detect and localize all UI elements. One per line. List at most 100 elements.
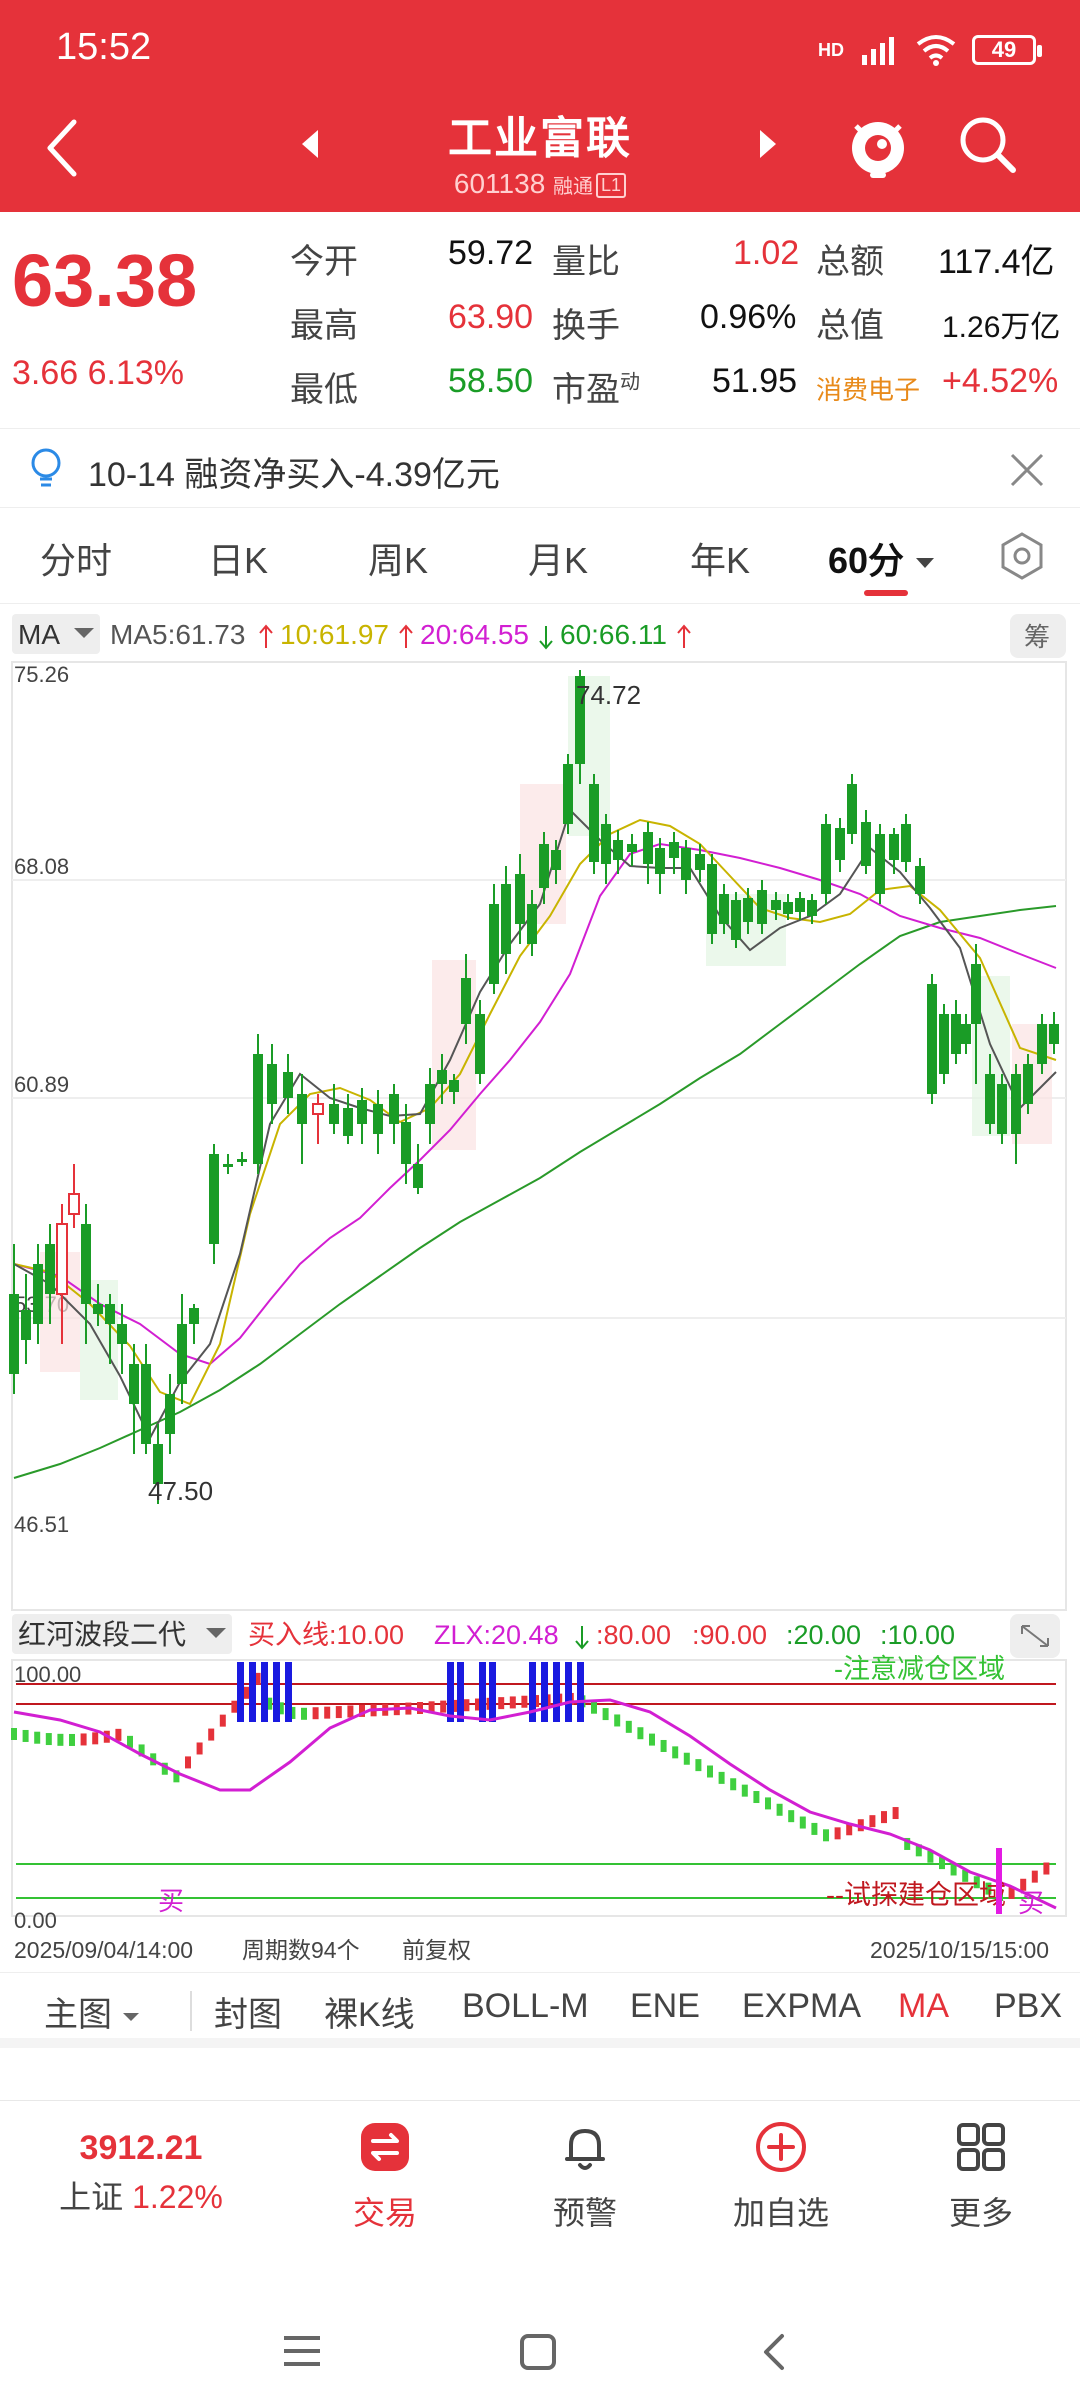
sub-bar [243, 1686, 249, 1699]
sub-bar [22, 1729, 29, 1742]
sub-bar [266, 1697, 273, 1710]
y-label-min: 46.51 [14, 1512, 69, 1537]
candle-body [165, 1394, 175, 1434]
ma5-value: MA5:61.73 [110, 619, 245, 650]
sub-bar [463, 1699, 470, 1712]
bottom-nav: 3912.21 上证 1.22% 交易 预警 加自选 更多 [0, 2100, 1080, 2240]
tag-connect: 通 [573, 176, 594, 198]
chart-area[interactable]: MA MA5:61.73 10:61.97 20:64.55 60:66.11 … [0, 604, 1080, 1968]
tab-pbx[interactable]: PBX [994, 1987, 1063, 2025]
candle-body [329, 1104, 339, 1124]
sub-bar [359, 1704, 365, 1717]
tab-ma[interactable]: MA [898, 1987, 949, 2025]
sub-bar [335, 1706, 342, 1719]
next-stock-icon[interactable] [756, 128, 780, 160]
tab-main-chart[interactable]: 主图 [44, 1987, 141, 2036]
tab-monthly[interactable]: 月K [528, 540, 589, 581]
end-date: 2025/10/15/15:00 [870, 1937, 1049, 1963]
sub-bar [1031, 1870, 1038, 1883]
prev-stock-icon[interactable] [298, 128, 322, 160]
sub-indicator-name: 红河波段二代 [18, 1619, 186, 1650]
battery-icon: 49 [972, 35, 1042, 65]
candle-body [475, 1014, 485, 1074]
candle-body [56, 1223, 68, 1295]
home-icon[interactable] [518, 2332, 558, 2372]
tab-60min[interactable]: 60分 [828, 532, 936, 584]
bulb-icon [31, 448, 61, 487]
back-icon[interactable] [34, 108, 94, 188]
chip-label: 筹 [1024, 622, 1050, 652]
ma-selector[interactable] [12, 614, 100, 654]
tab-60min-label: 60分 [828, 540, 905, 581]
candle-body [783, 902, 793, 914]
sub-bar [973, 1876, 980, 1889]
period-count: 周期数94个 [242, 1937, 360, 1963]
sub-bar [451, 1699, 458, 1712]
candle-body [889, 834, 899, 860]
kline-svg[interactable]: MA MA5:61.73 10:61.97 20:64.55 60:66.11 … [0, 604, 1080, 1968]
zlx-line [13, 1698, 1057, 1910]
sub-bar [950, 1863, 957, 1876]
candle-body [267, 1064, 277, 1104]
sub-bar [939, 1857, 945, 1870]
tab-timeshare[interactable]: 分时 [40, 540, 113, 581]
chip-button[interactable] [1010, 614, 1066, 658]
tab-expma[interactable]: EXPMA [742, 1987, 862, 2025]
tab-seal[interactable]: 封图 [214, 1996, 282, 2034]
sub-bar [683, 1752, 690, 1765]
tab-naked-k[interactable]: 裸K线 [324, 1996, 415, 2034]
sector-label[interactable]: 消费电子 [816, 375, 921, 405]
sub-indicator-selector[interactable] [12, 1614, 232, 1654]
sub-bar [881, 1811, 887, 1824]
close-icon[interactable] [1008, 451, 1046, 489]
ma-indicator-label: MA [18, 619, 60, 650]
candle-body [563, 764, 573, 824]
candle-body [643, 832, 653, 864]
sub-bar [718, 1771, 725, 1784]
notice-bar[interactable]: 10-14 融资净买入-4.39亿元 [0, 428, 1080, 508]
blue-signal-bar [553, 1662, 560, 1722]
settings-hexagon-icon[interactable] [996, 530, 1048, 582]
blue-signal-bar [457, 1662, 464, 1722]
candle-body [719, 894, 729, 924]
divider [190, 1991, 192, 2031]
top-zone-label: -注意减仓区域 [834, 1654, 1005, 1684]
mascot-icon[interactable] [846, 110, 910, 180]
menu-icon[interactable] [282, 2334, 322, 2368]
tab-yearly[interactable]: 年K [690, 540, 751, 581]
candle-body [847, 784, 857, 834]
zlx-down-icon [575, 1626, 589, 1650]
sub-bar [753, 1791, 760, 1804]
volume-ratio-label: 量比 [552, 243, 620, 281]
nav-index[interactable]: 3912.21 上证 1.22% [56, 2129, 226, 2218]
nav-more[interactable]: 更多 [896, 2119, 1066, 2234]
stock-code-row: 601138 融通 L1 [0, 168, 1080, 200]
nav-trade[interactable]: 交易 [300, 2119, 470, 2234]
nav-add-watchlist[interactable]: 加自选 [696, 2119, 866, 2234]
sub-bar [741, 1784, 748, 1797]
candle-body [527, 904, 537, 944]
candle-body [68, 1193, 80, 1215]
stock-name: 工业富联 [448, 114, 632, 163]
candle-body [343, 1108, 353, 1136]
expand-icon [1021, 1625, 1049, 1647]
tab-weekly[interactable]: 周K [368, 540, 429, 581]
tab-ene[interactable]: ENE [630, 1987, 700, 2025]
param-80: :80.00 [596, 1620, 671, 1650]
nav-alert-label: 预警 [552, 2195, 617, 2231]
pe-label: 市盈动 [552, 362, 640, 411]
tab-daily[interactable]: 日K [208, 540, 269, 581]
pe-label-sup: 动 [620, 371, 640, 394]
sub-bar [904, 1837, 911, 1850]
sub-bar [475, 1698, 481, 1711]
candle-body [939, 1014, 949, 1074]
tab-boll-m[interactable]: BOLL-M [462, 1987, 589, 2025]
sub-bar [625, 1720, 632, 1733]
hd-label: HD [818, 39, 844, 60]
buy-signal-label-2: 买 [1018, 1888, 1044, 1918]
ma10-up-icon [399, 624, 413, 648]
search-icon[interactable] [955, 112, 1021, 178]
back-nav-icon[interactable] [758, 2332, 788, 2372]
ma60-value: 60:66.11 [560, 619, 667, 650]
nav-alert[interactable]: 预警 [500, 2119, 670, 2234]
